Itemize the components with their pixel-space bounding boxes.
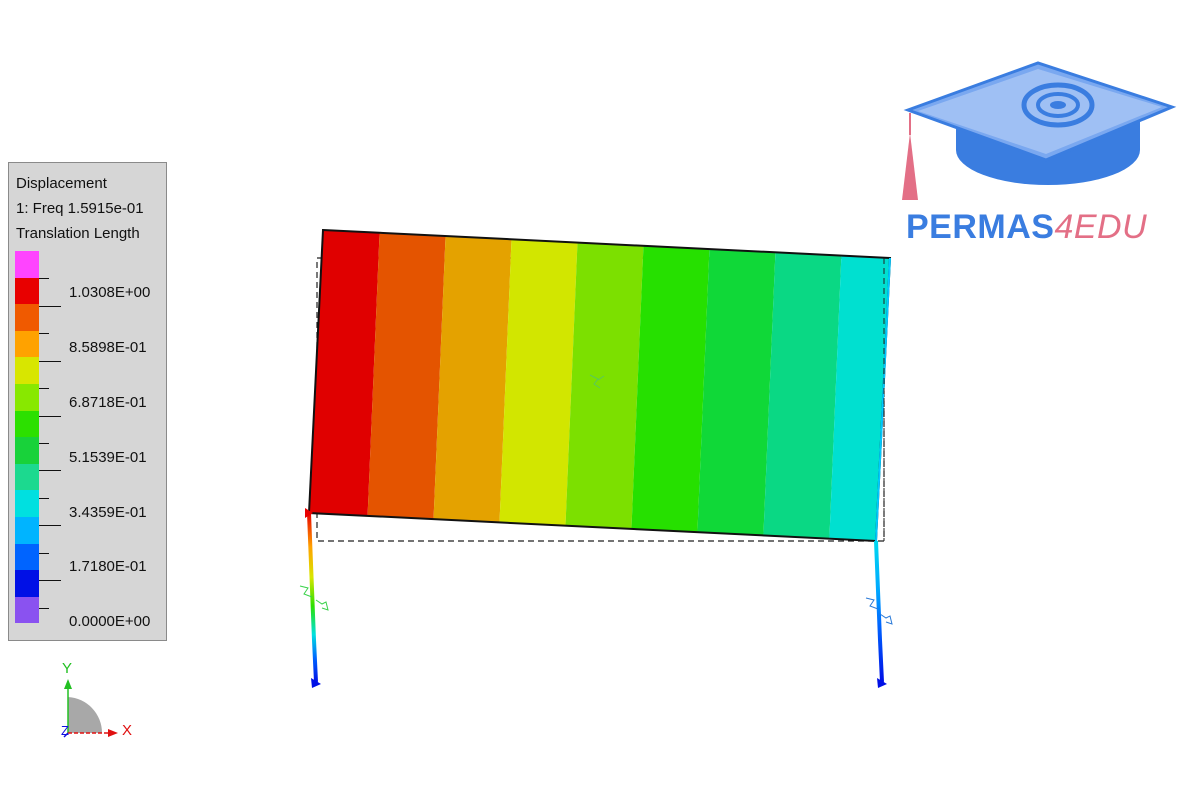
legend-tick [39, 552, 49, 554]
legend-color-swatch [15, 410, 39, 438]
axis-y-label: Y [62, 660, 72, 677]
legend-color-swatch [15, 330, 39, 358]
axis-x-label: X [122, 722, 132, 739]
legend-label: 8.5898E-01 [69, 339, 147, 356]
legend-tick [39, 333, 49, 335]
legend-tick [39, 360, 61, 362]
right-column [874, 540, 884, 683]
legend-tick [39, 305, 61, 307]
permas4edu-logo [902, 61, 1177, 200]
left-support-icon [311, 678, 321, 688]
legend-color-swatch [15, 490, 39, 517]
legend-tick [39, 470, 61, 472]
logo-text: PERMAS4EDU [906, 208, 1148, 246]
legend-color-swatch [15, 596, 39, 624]
left-column [307, 512, 318, 683]
contour-band [630, 230, 711, 541]
legend-tick [39, 607, 49, 609]
contour-band [564, 230, 645, 541]
axis-z-label: Z [61, 723, 69, 738]
legend-color-swatch [15, 570, 39, 597]
axis-triad: Y X Z [61, 660, 132, 739]
legend-label: 3.4359E-01 [69, 503, 147, 521]
contour-band [366, 230, 447, 541]
legend-tick [39, 278, 49, 280]
legend-tick [39, 388, 49, 390]
legend-label: 5.1539E-01 [69, 448, 147, 466]
legend-tick [39, 443, 49, 444]
legend-quantity: Translation Length [16, 225, 140, 242]
right-edge-line [875, 257, 891, 542]
right-support-icon [877, 678, 887, 688]
left-top-marker-icon [305, 508, 313, 518]
left-local-axes-icon [299, 585, 329, 611]
contour-band [498, 230, 579, 541]
right-local-axes-icon [865, 597, 893, 625]
legend-tick [39, 497, 49, 499]
contour-band [309, 230, 381, 541]
legend-label: 1.0308E+00 [69, 284, 151, 302]
legend-color-bar [15, 251, 39, 635]
legend-tick [39, 415, 61, 417]
legend-color-swatch [15, 437, 39, 464]
legend-color-swatch [15, 277, 39, 305]
legend-color-swatch [15, 383, 39, 411]
legend-color-swatch [15, 304, 39, 331]
legend-color-swatch [15, 357, 39, 384]
legend-subtitle: 1: Freq 1.5915e-01 [16, 200, 144, 217]
contour-band [696, 230, 777, 541]
legend-label: 0.0000E+00 [69, 613, 151, 631]
legend-tick [39, 580, 61, 582]
center-local-axes-icon [589, 374, 605, 389]
legend-title: Displacement [16, 175, 107, 192]
contour-bands [309, 230, 890, 541]
legend-color-swatch [15, 463, 39, 491]
legend-label: 6.8718E-01 [69, 393, 147, 411]
legend-color-swatch [15, 516, 39, 544]
contour-band [828, 230, 890, 541]
legend-label: 1.7180E-01 [69, 558, 147, 576]
color-legend: Displacement 1: Freq 1.5915e-01 Translat… [8, 162, 167, 641]
legend-tick [39, 525, 61, 527]
legend-color-swatch [15, 251, 39, 278]
contour-band [762, 230, 843, 541]
legend-color-swatch [15, 543, 39, 571]
contour-band [432, 230, 513, 541]
